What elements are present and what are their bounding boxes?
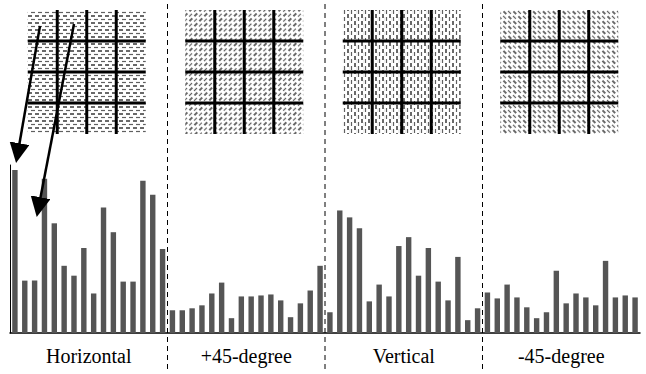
svg-text:-45-degree: -45-degree	[518, 345, 605, 368]
svg-text:Vertical: Vertical	[373, 345, 436, 367]
svg-text:+45-degree: +45-degree	[201, 345, 292, 368]
svg-text:Horizontal: Horizontal	[46, 345, 132, 367]
